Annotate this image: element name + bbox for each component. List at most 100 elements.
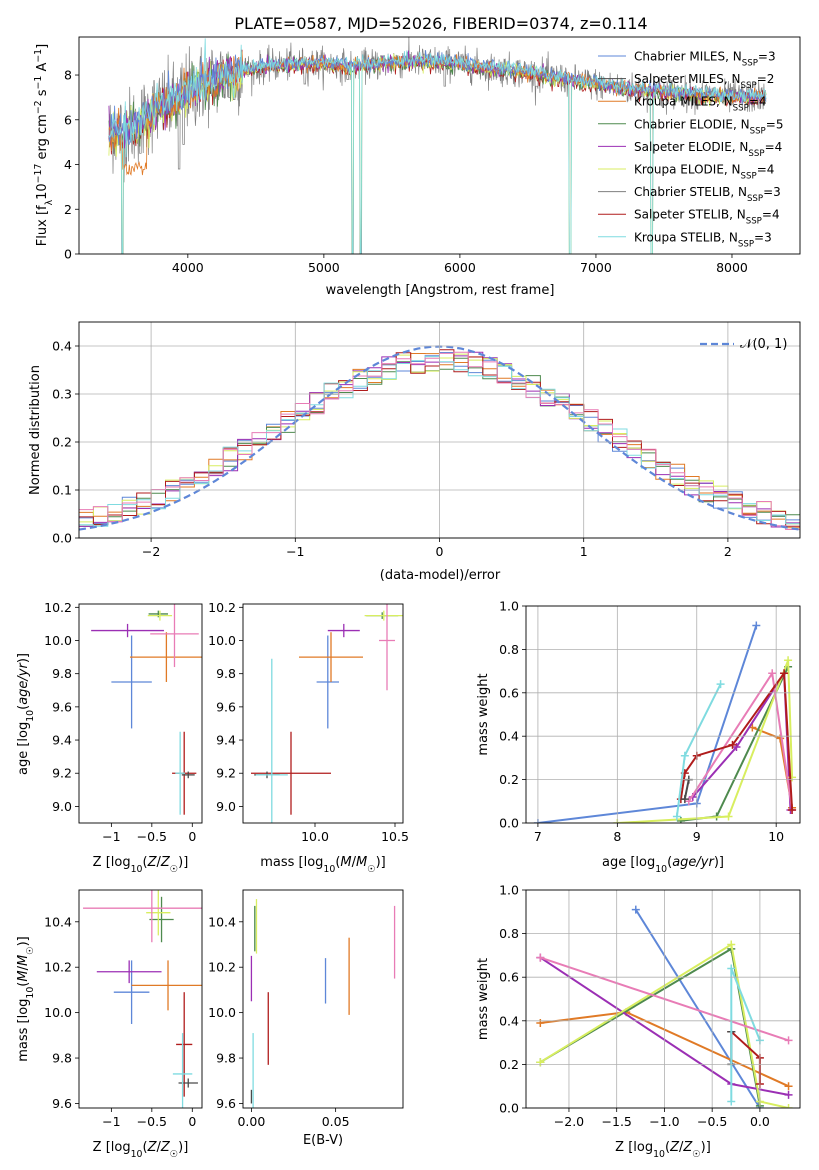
x-tick-label: 0 [188,1114,196,1129]
series-point [776,734,785,743]
y-tick-label: 9.6 [216,1096,236,1111]
y-tick-label: 0.0 [499,816,519,831]
label-part: age/yr [16,661,31,704]
y-tick-label: 10.0 [44,1005,72,1020]
y-tick-label: 0.0 [52,531,72,546]
y-tick-label: 9.4 [216,733,236,748]
label-part: )] [376,855,386,870]
x-tick-label: 1 [580,544,588,559]
x-axis-label: E(B-V) [303,1133,343,1148]
y-tick-label: 9.8 [52,666,72,681]
y-tick-label: 9.6 [52,699,72,714]
label-part: ( [16,705,31,710]
y-tick-label: 10.2 [208,600,236,615]
label-part: )] [16,653,31,663]
axes-frame [242,603,404,824]
label-part: )] [714,855,724,870]
legend-label: Salpeter MILES, NSSP=2 [634,72,774,91]
y-axis-label: mass [log10(M/M☉)] [16,936,36,1062]
label-part: ☉ [25,946,36,954]
x-tick-label: 4000 [172,260,204,275]
legend-label: Chabrier ELODIE, NSSP=5 [634,117,783,136]
x-tick-label: −1.5 [602,1114,632,1129]
label-part: Chabrier STELIB, N [634,185,747,199]
label-part: =2 [757,72,775,86]
x-tick-label: −1 [102,829,120,844]
label-part: SSP [733,104,749,114]
y-tick-label: 1.0 [499,883,519,898]
y-tick-label: 9.2 [216,766,236,781]
label-part: SSP [747,194,763,204]
label-part: ( [335,855,340,870]
y-tick-label: 0 [64,247,72,262]
x-tick-label: 5000 [308,260,340,275]
label-part: Chabrier MILES, N [634,50,742,64]
series-line [679,670,794,811]
x-tick-label: −0.5 [137,1114,167,1129]
y-tick-label: 2 [64,202,72,217]
series-line [539,942,789,1108]
panel-spectrum: 4000 5000 6000 7000 8000 0 2 4 6 8 wavelength [Ang… [33,36,801,298]
label-part: 10 [25,710,36,722]
label-part: 10 [25,987,36,999]
label-part: 10 [653,1149,665,1160]
x-tick-label: −1 [102,1114,120,1129]
series-point [676,816,685,823]
series-line [617,659,794,823]
y-tick-label: 0.4 [52,339,72,354]
label-part: Salpeter MILES, N [634,72,741,86]
label-part: 10 [131,864,143,875]
label-part: SSP [738,239,754,249]
label-part: =5 [766,117,784,131]
series-point [784,1082,793,1091]
label-part: SSP [742,59,758,69]
x-tick-label: 2 [724,544,732,559]
x-tick-label: −2.0 [554,1114,584,1129]
label-part: =4 [749,95,767,109]
y-tick-label: 4 [64,157,72,172]
panel-age-vs-mass: 10.0 10.5 9.0 9.2 9.4 9.6 9.8 10.0 10.2 mass [log… [208,600,409,875]
label-part: Salpeter ELODIE, N [634,140,748,154]
y-tick-label: 0.2 [499,772,519,787]
figure-title: PLATE=0587, MJD=52026, FIBERID=0374, z=0… [234,14,647,33]
label-part: Kroupa ELODIE, N [634,163,741,177]
label-part: ( [667,855,672,870]
label-part: M [340,855,351,870]
label-part: Z [160,855,171,870]
series-point [727,940,736,949]
legend-label: Salpeter STELIB, NSSP=4 [634,208,780,227]
y-tick-label: 10.0 [208,1005,236,1020]
y-tick-label: 9.0 [216,799,236,814]
label-part: 10 [323,864,335,875]
legend-label: Chabrier STELIB, NSSP=3 [634,185,781,204]
label-part: Z [160,1140,171,1155]
label-part: ( [665,1140,670,1155]
label-part: Kroupa MILES, N [634,95,733,109]
y-axis-label: Normed distribution [28,365,43,495]
label-part: Z [log [93,1140,131,1155]
label-part: 10 [35,183,50,200]
x-tick-label: 0.05 [322,1114,350,1129]
label-part: / [156,855,161,870]
y-axis-label: Flux [fλ10−17 erg cm−2 s−1 A−1] [33,44,55,246]
y-tick-label: 0.1 [52,483,72,498]
label-part: age/yr [672,855,715,870]
series-point [680,751,689,760]
x-tick-label: 0.0 [750,1114,770,1129]
x-tick-label: −1.0 [649,1114,679,1129]
label-part: )] [178,855,188,870]
series-point [784,1090,793,1099]
label-part: Z [682,1140,693,1155]
y-tick-label: 9.6 [216,699,236,714]
x-tick-label: −0.5 [137,829,167,844]
label-part: SSP [746,217,762,227]
label-part: =3 [763,185,781,199]
label-part: −17 [33,164,44,184]
x-tick-label: 6000 [444,260,476,275]
label-part: Kroupa STELIB, N [634,230,738,244]
y-tick-label: 9.4 [52,733,72,748]
x-tick-label: 0 [188,829,196,844]
y-axis-label: age [log10(age/yr)] [16,653,36,775]
label-part: ( [143,855,148,870]
plot-area [91,604,202,815]
